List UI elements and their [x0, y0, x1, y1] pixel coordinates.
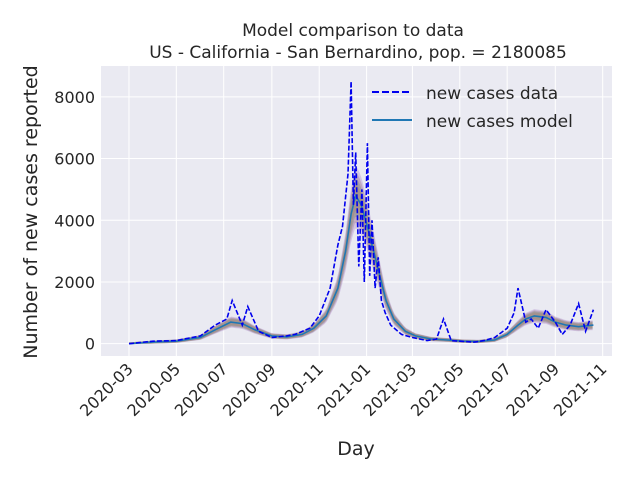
y-tick-label: 8000	[54, 88, 95, 107]
data-line	[128, 81, 595, 345]
grid	[101, 66, 612, 356]
chart-title: Model comparison to data	[242, 21, 464, 41]
x-axis-label: Day	[337, 438, 375, 460]
y-tick-label: 2000	[54, 273, 95, 292]
y-tick-label: 0	[85, 335, 95, 354]
y-tick-label: 6000	[54, 150, 95, 169]
chart-subtitle: US - California - San Bernardino, pop. =…	[149, 43, 567, 63]
y-tick-label: 4000	[54, 211, 95, 230]
x-tick-labels: 2020-032020-052020-072020-092020-112021-…	[76, 359, 610, 420]
model-band-3	[129, 173, 593, 344]
legend-label-model: new cases model	[426, 112, 573, 132]
model-line	[128, 193, 594, 345]
legend-label-data: new cases data	[426, 84, 558, 104]
y-tick-labels: 0 2000 4000 6000 8000	[54, 88, 95, 354]
legend: new cases data new cases model	[372, 84, 573, 132]
x-tick-label: 2021-11	[550, 359, 611, 420]
series-lines	[128, 81, 595, 345]
y-axis-label: Number of new cases reported	[20, 65, 42, 358]
